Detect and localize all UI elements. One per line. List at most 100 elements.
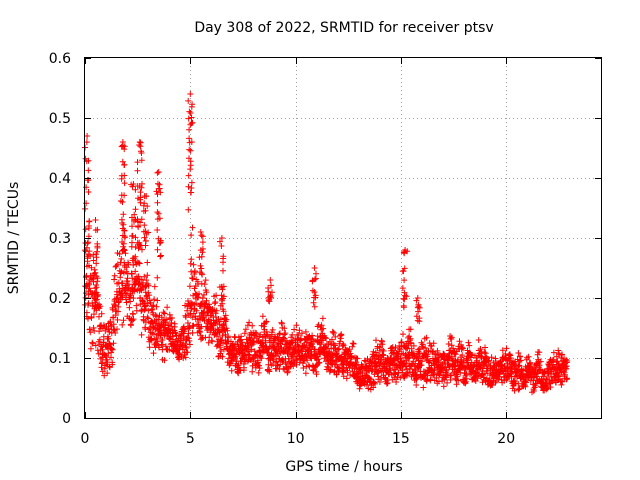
data-point [184, 349, 191, 356]
data-point [282, 330, 289, 337]
data-point [144, 300, 151, 307]
data-point [142, 306, 149, 313]
data-point [129, 232, 136, 239]
data-point [516, 362, 523, 369]
data-point [142, 228, 149, 235]
data-point [443, 374, 450, 381]
data-point [563, 356, 570, 363]
data-point [269, 353, 276, 360]
data-point [407, 326, 414, 333]
data-point [185, 206, 192, 213]
data-point [464, 357, 471, 364]
data-point [373, 337, 379, 344]
data-point [117, 198, 124, 204]
x-tick-label: 20 [497, 431, 515, 447]
data-point [466, 342, 473, 349]
data-point [415, 308, 422, 315]
data-point [151, 296, 158, 303]
data-point [85, 167, 92, 174]
data-point [499, 347, 506, 354]
data-point [154, 274, 161, 281]
data-point [300, 365, 307, 371]
data-point [456, 338, 463, 345]
data-point [266, 343, 273, 350]
data-point [290, 363, 297, 370]
data-point [273, 358, 280, 365]
data-point [338, 331, 345, 338]
data-point [277, 361, 284, 368]
data-point [158, 314, 165, 321]
data-point [183, 345, 190, 351]
data-point [112, 330, 119, 336]
data-point [288, 353, 295, 359]
data-point [82, 155, 89, 162]
data-point [532, 381, 539, 387]
data-point [193, 307, 200, 314]
data-point [92, 342, 99, 349]
data-point [94, 240, 101, 247]
data-point [433, 374, 440, 381]
data-point [245, 351, 252, 358]
data-point [130, 316, 137, 323]
data-point [460, 345, 466, 352]
data-point [371, 379, 378, 386]
data-point [143, 193, 150, 199]
data-point [120, 211, 127, 218]
data-point [483, 361, 490, 368]
data-point [291, 326, 298, 333]
data-point [246, 352, 253, 359]
data-point [544, 375, 550, 382]
data-point [454, 373, 461, 380]
data-point [85, 291, 92, 298]
data-point [379, 351, 386, 358]
data-point [156, 344, 162, 351]
data-point [139, 246, 145, 253]
data-point [121, 143, 128, 150]
data-point [322, 334, 329, 341]
data-points [82, 91, 571, 396]
data-point [265, 288, 272, 295]
data-point [458, 344, 465, 351]
data-point [132, 206, 139, 213]
data-point [109, 306, 116, 313]
data-point [434, 347, 441, 354]
data-point [195, 294, 202, 301]
data-point [400, 304, 407, 311]
data-point [276, 331, 283, 338]
data-point [531, 365, 538, 372]
y-axis-label: SRMTID / TECUs [6, 182, 22, 295]
tick-labels: 0 0.1 0.2 0.3 0.4 0.5 0.6 0 5 10 15 20 [49, 51, 515, 447]
data-point [449, 353, 455, 360]
data-point [430, 340, 437, 347]
data-point [522, 383, 529, 390]
data-point [124, 278, 131, 284]
data-point [263, 319, 270, 325]
axis-ticks [85, 58, 601, 419]
data-point [153, 303, 160, 310]
data-point [559, 378, 566, 385]
data-point [187, 166, 194, 173]
data-point [222, 312, 229, 319]
data-point [453, 381, 460, 388]
data-point [523, 379, 530, 386]
data-point [250, 355, 257, 362]
data-point [443, 366, 450, 373]
data-point [134, 167, 141, 174]
data-point [85, 315, 91, 322]
data-point [223, 316, 230, 323]
data-point [485, 358, 492, 365]
data-point [515, 350, 522, 356]
data-point [481, 349, 488, 356]
y-tick-label: 0.1 [49, 351, 71, 367]
data-point [94, 293, 101, 300]
data-point [564, 358, 571, 364]
data-point [312, 275, 319, 282]
data-point [134, 216, 141, 223]
data-point [354, 355, 361, 362]
data-point [327, 367, 334, 374]
data-point [281, 331, 288, 338]
data-point [143, 277, 150, 284]
data-point [135, 259, 142, 266]
y-tick-label: 0 [62, 411, 71, 427]
